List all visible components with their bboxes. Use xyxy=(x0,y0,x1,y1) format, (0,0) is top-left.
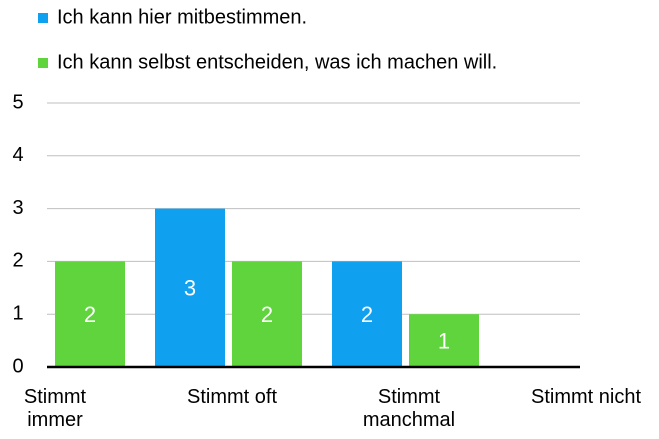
y-tick-label: 0 xyxy=(12,355,23,377)
data-label: 3 xyxy=(184,276,196,301)
data-label: 2 xyxy=(261,302,273,327)
bar xyxy=(155,208,225,367)
y-tick-label: 2 xyxy=(12,250,23,272)
bar xyxy=(55,261,125,367)
legend-swatch xyxy=(38,13,48,23)
legend-label: Ich kann selbst entscheiden, was ich mac… xyxy=(57,51,497,73)
bar xyxy=(409,314,479,367)
x-tick-label: Stimmt nicht xyxy=(530,386,642,408)
y-tick-label: 5 xyxy=(12,91,23,113)
data-label: 1 xyxy=(438,328,450,353)
data-label: 2 xyxy=(361,302,373,327)
bar xyxy=(232,261,302,367)
x-tick-label: Stimmt manchmal xyxy=(362,386,456,431)
y-tick-label: 3 xyxy=(12,197,23,219)
x-tick-label: Stimmt oft xyxy=(186,386,277,408)
legend-label: Ich kann hier mitbestimmen. xyxy=(57,6,307,28)
data-label: 2 xyxy=(84,302,96,327)
x-tick-label: Stimmt immer xyxy=(23,386,87,431)
y-tick-label: 1 xyxy=(12,302,23,324)
y-tick-label: 4 xyxy=(12,144,23,166)
legend-swatch xyxy=(38,58,48,68)
bar xyxy=(332,261,402,367)
